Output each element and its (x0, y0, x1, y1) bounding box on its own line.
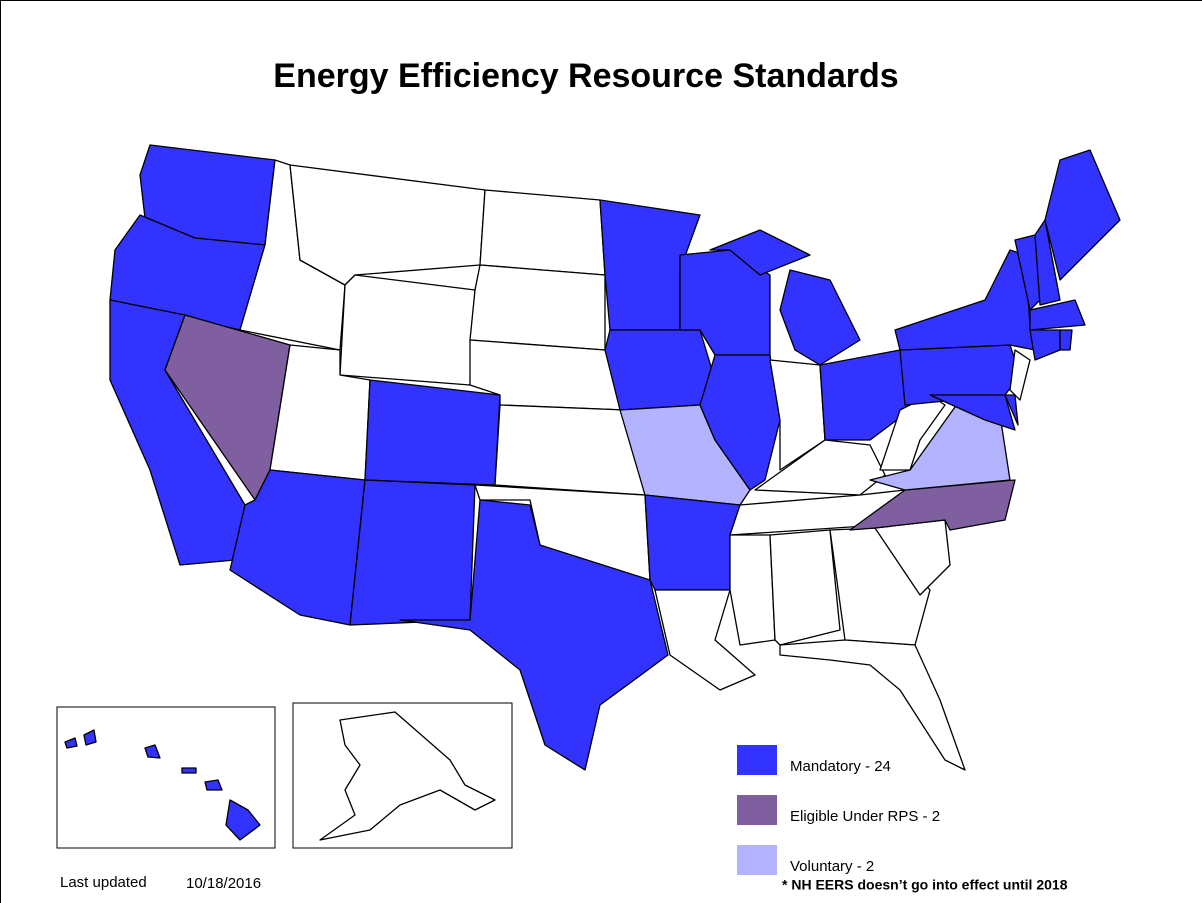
state-fl (779, 639, 966, 771)
state-in (769, 359, 826, 471)
state-al (769, 529, 841, 646)
state-nh (1034, 219, 1061, 306)
last-updated-date: 10/18/2016 (186, 875, 261, 892)
legend-swatch (737, 845, 777, 875)
state-mi-up (709, 229, 811, 276)
legend-swatch (737, 795, 777, 825)
state-ms (729, 534, 776, 646)
state-ri (1059, 329, 1073, 351)
map-title: Energy Efficiency Resource Standards (273, 57, 898, 95)
states (64, 144, 1121, 841)
state-wv (879, 394, 946, 471)
last-updated-label: Last updated (60, 874, 147, 891)
state-co (364, 379, 501, 486)
state-ak (319, 711, 496, 841)
state-nd (479, 189, 606, 276)
footnote: * NH EERS doesn’t go into effect until 2… (782, 877, 1068, 893)
hawaii-inset (56, 706, 276, 849)
state-ar (644, 494, 741, 591)
state-tx (399, 499, 669, 771)
state-hi-1 (64, 737, 78, 749)
state-hi-4 (181, 767, 197, 774)
state-hi-5 (204, 779, 223, 791)
state-hi-6 (225, 799, 261, 841)
state-me (1044, 149, 1121, 281)
state-hi-3 (144, 744, 161, 759)
legend: Mandatory - 24 Eligible Under RPS - 2 Volu… (737, 745, 940, 875)
state-md (929, 394, 1016, 431)
state-nj (1009, 349, 1031, 401)
alaska-inset (292, 702, 513, 849)
state-sd (469, 264, 606, 351)
state-wy (339, 274, 476, 386)
state-nm (349, 479, 476, 626)
state-hi-2 (83, 729, 97, 746)
legend-label: Eligible Under RPS - 2 (790, 808, 940, 825)
state-ma (1029, 299, 1086, 331)
state-ia (604, 329, 716, 411)
state-oh (819, 349, 911, 441)
legend-label: Mandatory - 24 (790, 758, 891, 775)
state-de (1004, 394, 1019, 426)
legend-swatch (737, 745, 777, 775)
legend-label: Voluntary - 2 (790, 858, 874, 875)
